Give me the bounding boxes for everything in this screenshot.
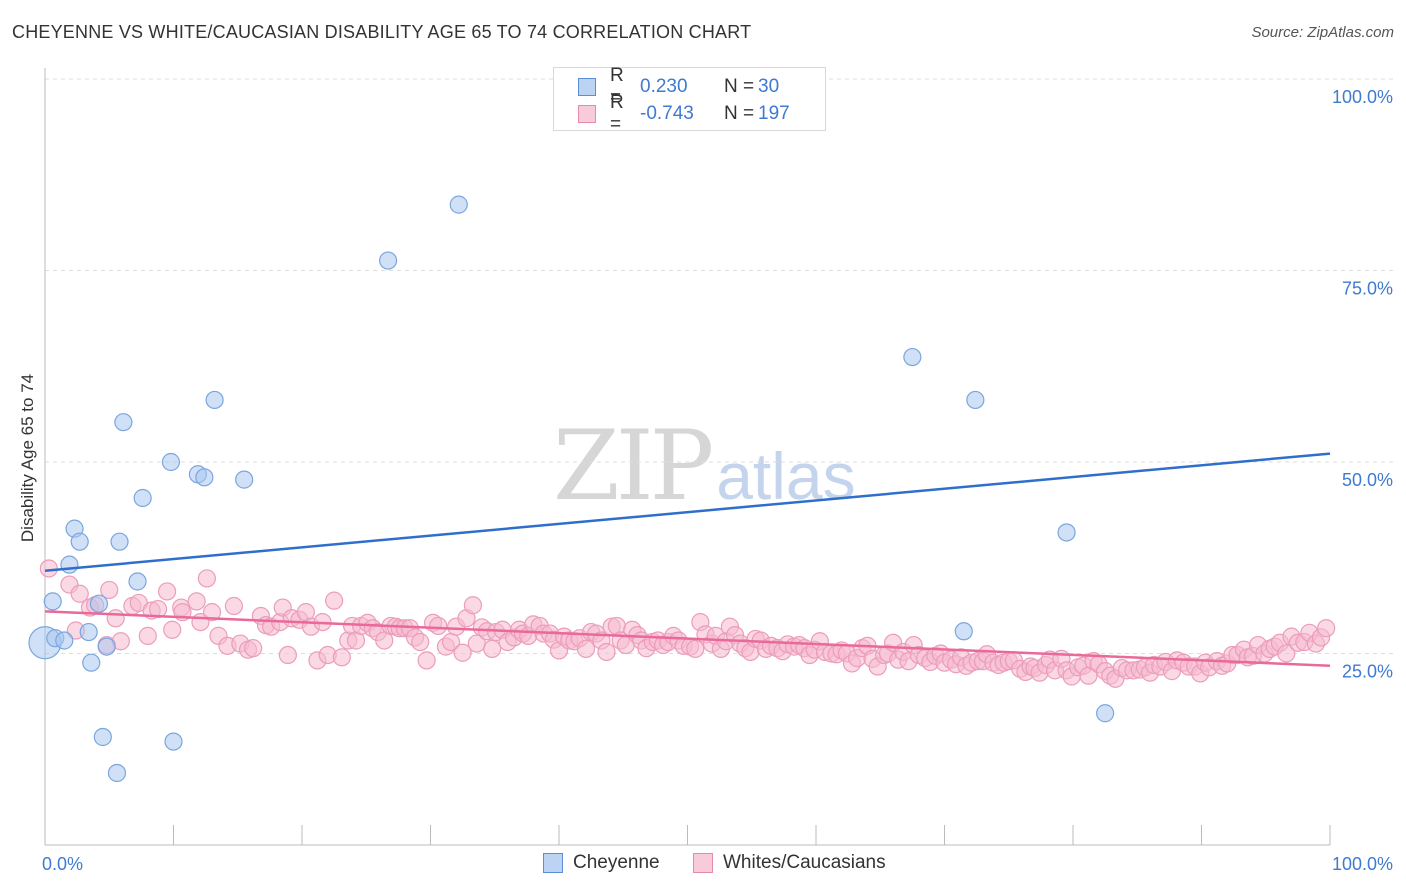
data-point-cheyenne (43, 592, 62, 611)
trendline-cheyenne (44, 452, 1331, 573)
series-legend: Cheyenne Whites/Caucasians (0, 852, 1406, 878)
data-point-cheyenne (1096, 704, 1115, 723)
legend-n-label: N = (724, 103, 755, 124)
data-point-cheyenne (161, 452, 181, 472)
data-point-cheyenne (205, 390, 224, 410)
data-point-cheyenne (70, 532, 89, 551)
data-point-whites (483, 639, 502, 659)
legend-label-cheyenne: Cheyenne (573, 852, 660, 873)
legend-row-whites: R = -0.743 N = 197 (578, 92, 790, 135)
data-point-cheyenne (195, 468, 214, 487)
data-point-whites (138, 626, 157, 645)
data-point-whites (70, 584, 89, 603)
data-point-whites (597, 642, 616, 662)
data-point-cheyenne (164, 732, 183, 751)
data-point-whites (224, 596, 243, 616)
data-point-whites (332, 648, 351, 667)
data-point-whites (202, 603, 222, 622)
data-point-whites (157, 582, 177, 601)
data-point-cheyenne (966, 390, 985, 410)
data-point-cheyenne (93, 727, 112, 747)
data-point-whites (106, 609, 125, 628)
y-tick-label: 75.0% (1342, 279, 1393, 299)
data-point-cheyenne (903, 347, 922, 367)
data-point-whites (148, 599, 168, 619)
legend-item-whites: Whites/Caucasians (693, 852, 886, 874)
data-point-whites (417, 651, 436, 670)
watermark-zip: ZIP (553, 410, 714, 522)
stats-legend: R = 0.230 N = 30 R = -0.743 N = 197 (553, 65, 826, 135)
data-point-cheyenne (128, 572, 147, 591)
legend-swatch-blue (543, 853, 563, 873)
data-point-whites (197, 569, 217, 588)
data-point-whites (187, 592, 206, 611)
data-point-whites (163, 620, 182, 639)
legend-n-value: 197 (758, 103, 790, 124)
watermark: ZIPatlas (553, 410, 856, 522)
data-point-whites (686, 639, 705, 659)
legend-swatch-blue (578, 78, 596, 96)
data-point-cheyenne (114, 413, 133, 432)
data-point-cheyenne (449, 195, 468, 214)
data-point-whites (244, 639, 263, 658)
data-point-cheyenne (79, 622, 98, 642)
data-point-whites (411, 632, 430, 652)
data-point-cheyenne (954, 622, 973, 641)
data-point-whites (463, 596, 483, 615)
data-point-cheyenne (107, 763, 127, 783)
y-axis-label: Disability Age 65 to 74 (18, 373, 37, 543)
legend-label-whites: Whites/Caucasians (723, 852, 886, 873)
legend-swatch-pink (578, 105, 596, 123)
data-point-whites (1277, 644, 1296, 663)
legend-item-cheyenne: Cheyenne (543, 852, 660, 874)
data-point-whites (100, 580, 119, 600)
trendline-whites (44, 610, 1331, 668)
data-point-cheyenne (378, 251, 398, 270)
data-point-whites (576, 639, 596, 659)
legend-r-label: R = (610, 65, 624, 108)
data-point-cheyenne (97, 637, 116, 656)
y-tick-label: 50.0% (1342, 470, 1393, 490)
legend-r-value: 0.230 (640, 76, 688, 97)
legend-r-label: R = (610, 92, 624, 135)
chart-title: CHEYENNE VS WHITE/CAUCASIAN DISABILITY A… (12, 22, 752, 42)
x-tick-label: 0.0% (42, 854, 83, 874)
data-point-cheyenne (82, 653, 101, 672)
legend-swatch-pink (693, 853, 713, 873)
y-tick-label: 25.0% (1342, 662, 1393, 682)
legend-r-value: -0.743 (640, 103, 694, 124)
data-point-whites (429, 616, 448, 636)
data-point-cheyenne (235, 470, 254, 489)
data-point-whites (278, 645, 297, 665)
legend-row-cheyenne: R = 0.230 N = 30 (578, 65, 780, 108)
data-point-cheyenne (55, 631, 74, 650)
legend-n-value: 30 (758, 76, 780, 97)
data-point-cheyenne (60, 555, 79, 574)
data-point-cheyenne (110, 532, 129, 551)
data-point-cheyenne (133, 488, 152, 508)
legend-n-label: N = (724, 76, 755, 97)
data-point-cheyenne (89, 594, 109, 613)
data-point-whites (1317, 619, 1336, 638)
data-point-whites (39, 559, 58, 578)
x-tick-label: 100.0% (1332, 854, 1393, 874)
data-point-whites (453, 643, 472, 662)
source-credit: Source: ZipAtlas.com (1251, 24, 1394, 41)
y-tick-label: 100.0% (1332, 87, 1393, 107)
watermark-atlas: atlas (716, 439, 856, 513)
data-point-cheyenne (1057, 523, 1076, 542)
data-point-whites (325, 591, 344, 610)
